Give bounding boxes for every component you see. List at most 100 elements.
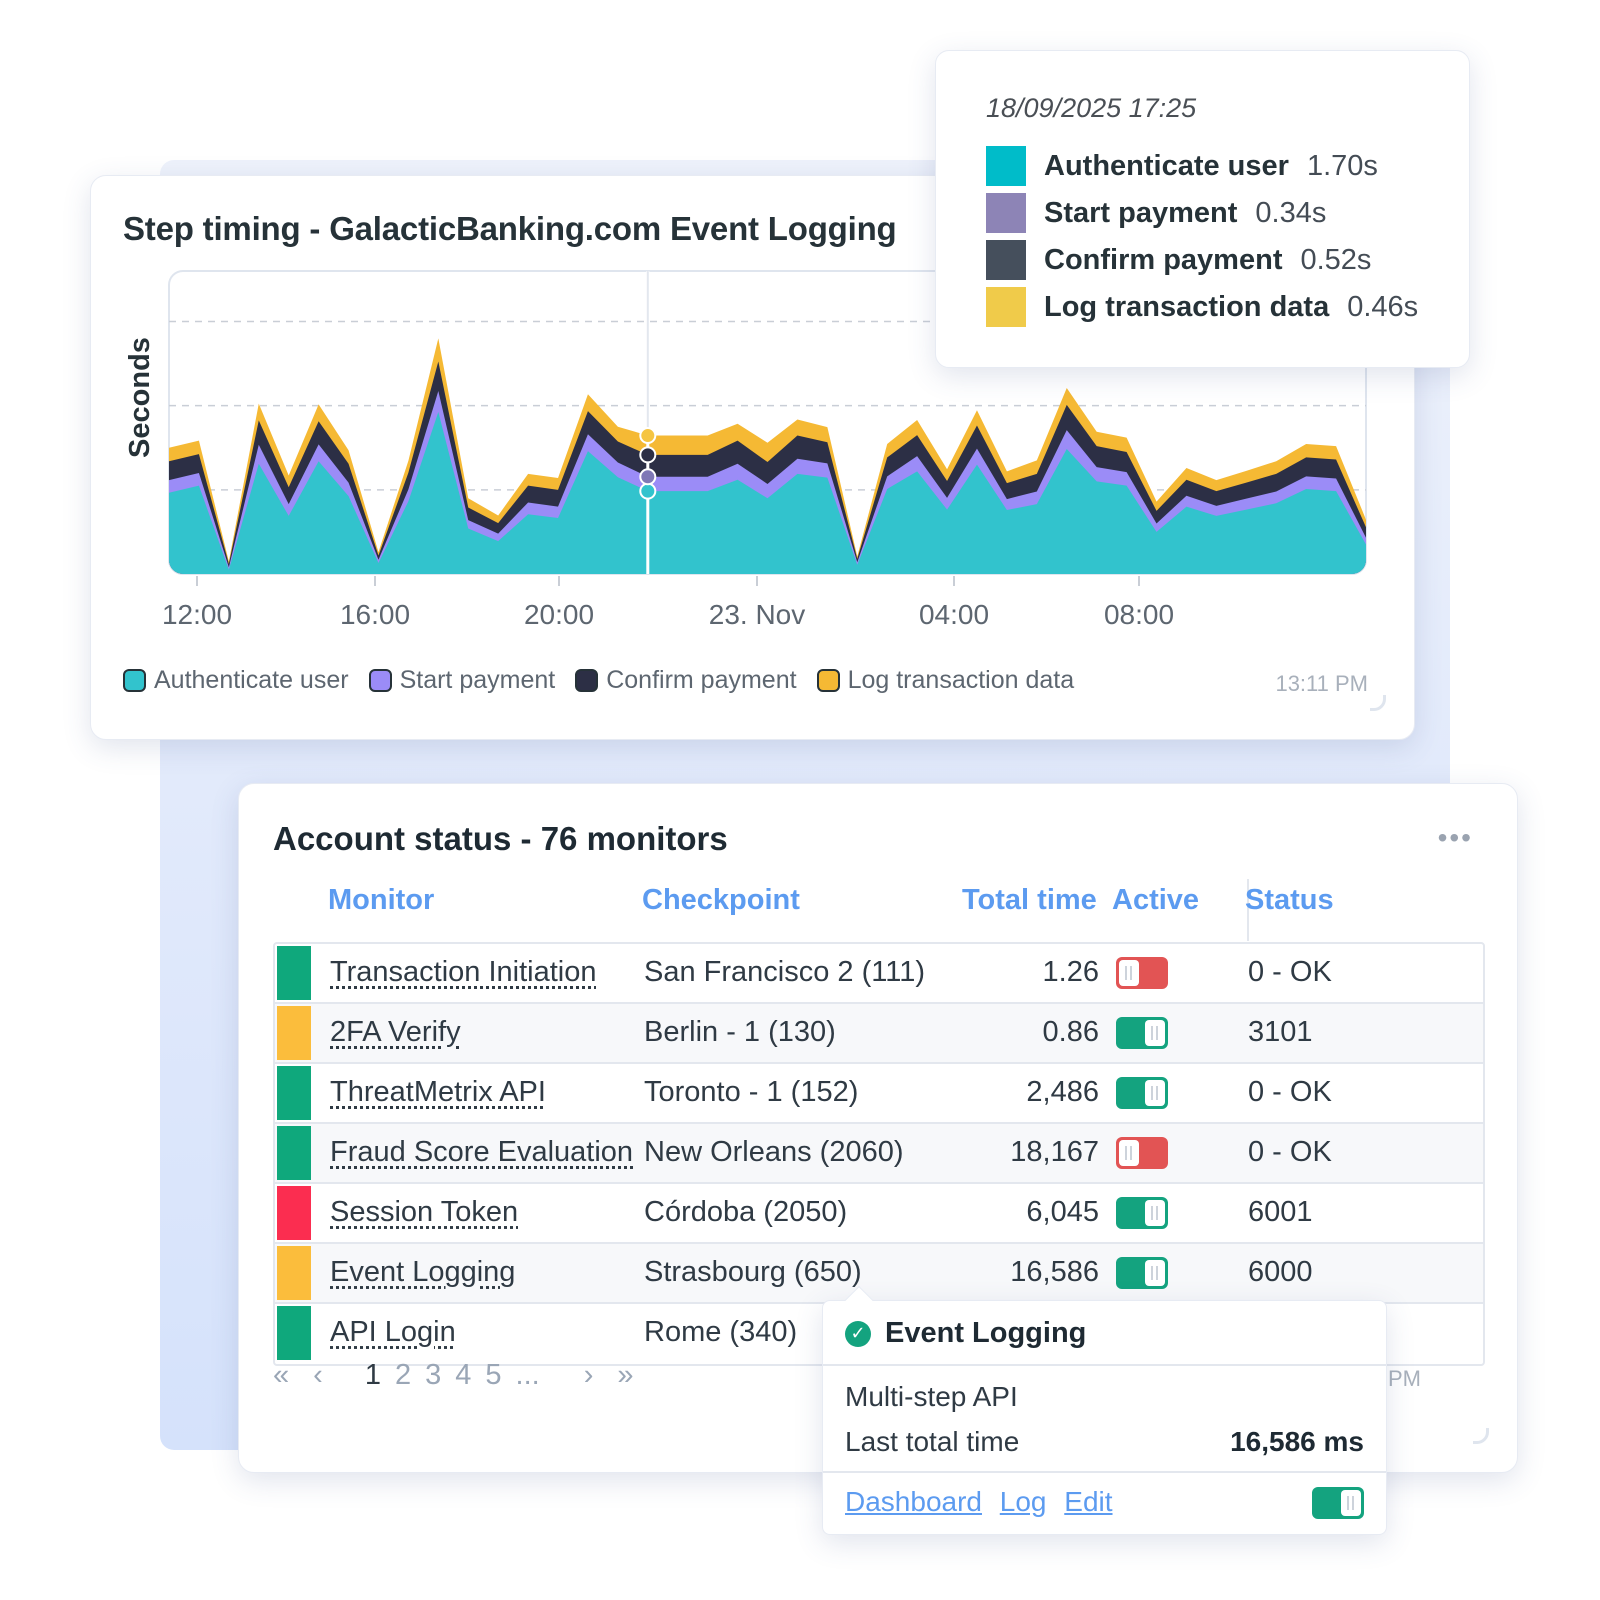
column-divider	[1247, 879, 1249, 941]
active-cell	[1116, 957, 1168, 989]
tooltip-row: Authenticate user 1.70s	[986, 146, 1378, 186]
area-series-authenticate-user	[169, 411, 1366, 574]
monitor-link[interactable]: 2FA Verify	[330, 1016, 461, 1048]
legend-item[interactable]: Start payment	[368, 666, 555, 695]
last-page-button[interactable]: »	[617, 1359, 634, 1391]
more-horizontal-icon[interactable]: •••	[1437, 822, 1473, 853]
tooltip-row: Log transaction data 0.46s	[986, 287, 1418, 327]
toggle-switch[interactable]	[1312, 1487, 1364, 1519]
page-button[interactable]: 4	[455, 1359, 472, 1391]
tooltip-series-name: Authenticate user	[1044, 149, 1289, 182]
table-row[interactable]: Transaction Initiation San Francisco 2 (1…	[275, 944, 1483, 1004]
legend-swatch	[368, 669, 392, 692]
table-row[interactable]: Fraud Score Evaluation New Orleans (2060)…	[275, 1124, 1483, 1184]
monitor-link[interactable]: Fraud Score Evaluation	[330, 1136, 634, 1168]
toggle-knob	[1341, 1490, 1361, 1516]
monitor-link[interactable]: ThreatMetrix API	[330, 1076, 546, 1108]
legend-item[interactable]: Log transaction data	[816, 666, 1075, 695]
monitor-link[interactable]: Session Token	[330, 1196, 519, 1228]
checkpoint-cell: Berlin - 1 (130)	[644, 1016, 836, 1048]
tooltip-series-value: 0.52s	[1300, 243, 1372, 276]
popover-title: Event Logging	[885, 1317, 1087, 1349]
tooltip-swatch	[986, 146, 1026, 186]
legend-swatch	[816, 669, 840, 692]
toggle-knob	[1119, 1140, 1139, 1166]
status-color-bar	[277, 1186, 311, 1240]
popover-active-toggle[interactable]	[1312, 1487, 1364, 1519]
popover-links: Dashboard Log Edit	[845, 1486, 1123, 1518]
log-link[interactable]: Log	[999, 1486, 1047, 1517]
x-tick-label: 04:00	[919, 599, 989, 630]
page-button[interactable]: 3	[425, 1359, 442, 1391]
total-time-cell: 6,045	[1026, 1196, 1099, 1228]
chart-legend: Authenticate user Start payment Confirm pa…	[123, 666, 1094, 695]
legend-label: Log transaction data	[847, 666, 1075, 694]
status-cell: 0 - OK	[1248, 956, 1332, 988]
total-time-cell: 2,486	[1026, 1076, 1099, 1108]
checkpoint-cell: Rome (340)	[644, 1316, 798, 1348]
toggle-knob	[1145, 1200, 1165, 1226]
status-color-bar	[277, 1126, 311, 1180]
total-time-cell: 0.86	[1042, 1016, 1099, 1048]
tooltip-series-name: Confirm payment	[1044, 243, 1283, 276]
monitor-popover: ✓ Event Logging Multi-step API Last tota…	[822, 1285, 1387, 1535]
legend-swatch	[575, 669, 599, 692]
column-header-total-time[interactable]: Total time	[962, 884, 1097, 916]
table-row[interactable]: Event Logging Strasbourg (650) 16,586 6000	[275, 1244, 1483, 1304]
tooltip-series-value: 0.34s	[1255, 196, 1327, 229]
monitor-link[interactable]: Event Logging	[330, 1256, 516, 1288]
active-toggle[interactable]	[1116, 957, 1168, 989]
checkpoint-cell: Toronto - 1 (152)	[644, 1076, 859, 1108]
status-color-bar	[277, 1306, 311, 1360]
crosshair-point	[639, 468, 657, 486]
table-row[interactable]: API Login Rome (340)	[275, 1304, 1483, 1364]
table-row[interactable]: Session Token Córdoba (2050) 6,045 6001	[275, 1184, 1483, 1244]
page-ellipsis: ...	[515, 1359, 540, 1391]
legend-swatch	[123, 669, 146, 692]
tooltip-row: Confirm payment 0.52s	[986, 240, 1371, 280]
tooltip-series-value: 0.46s	[1347, 290, 1419, 323]
chart-title: Step timing - GalacticBanking.com Event …	[123, 210, 897, 247]
next-page-button[interactable]: ›	[583, 1359, 594, 1391]
active-toggle[interactable]	[1116, 1137, 1168, 1169]
column-header-checkpoint[interactable]: Checkpoint	[642, 884, 800, 916]
monitor-link[interactable]: Transaction Initiation	[330, 956, 597, 988]
status-color-bar	[277, 1246, 311, 1300]
dashboard-link[interactable]: Dashboard	[845, 1486, 982, 1517]
toggle-knob	[1119, 960, 1139, 986]
edit-link[interactable]: Edit	[1064, 1486, 1113, 1517]
status-color-bar	[277, 1006, 311, 1060]
table-row[interactable]: ThreatMetrix API Toronto - 1 (152) 2,486 0 …	[275, 1064, 1483, 1124]
column-header-active[interactable]: Active	[1112, 884, 1200, 916]
tooltip-series-value: 1.70s	[1306, 149, 1378, 182]
active-toggle[interactable]	[1116, 1077, 1168, 1109]
monitor-link[interactable]: API Login	[330, 1316, 456, 1348]
legend-item[interactable]: Authenticate user	[123, 666, 349, 695]
total-time-cell: 1.26	[1042, 956, 1099, 988]
page-button-current[interactable]: 1	[364, 1359, 381, 1391]
status-color-bar	[277, 946, 311, 1000]
total-time-cell: 18,167	[1010, 1136, 1099, 1168]
prev-page-button[interactable]: ‹	[313, 1359, 323, 1391]
column-header-status[interactable]: Status	[1245, 884, 1334, 916]
legend-item[interactable]: Confirm payment	[575, 666, 797, 695]
x-tick-label: 12:00	[162, 599, 232, 630]
column-header-monitor[interactable]: Monitor	[328, 884, 435, 916]
page-button[interactable]: 2	[394, 1359, 412, 1391]
resize-icon[interactable]	[1370, 695, 1386, 711]
resize-icon[interactable]	[1473, 1428, 1489, 1444]
status-cell: 0 - OK	[1248, 1136, 1332, 1168]
status-cell: 3101	[1248, 1016, 1313, 1048]
first-page-button[interactable]: «	[273, 1359, 290, 1391]
crosshair-point	[639, 446, 657, 464]
total-time-cell: 16,586	[1010, 1256, 1099, 1288]
crosshair-point	[639, 482, 657, 500]
check-circle-icon: ✓	[845, 1320, 871, 1347]
page-button[interactable]: 5	[485, 1359, 502, 1391]
tooltip-swatch	[986, 287, 1026, 327]
active-toggle[interactable]	[1116, 1017, 1168, 1049]
active-toggle[interactable]	[1116, 1257, 1168, 1289]
active-toggle[interactable]	[1116, 1197, 1168, 1229]
checkpoint-cell: Córdoba (2050)	[644, 1196, 848, 1228]
table-row[interactable]: 2FA Verify Berlin - 1 (130) 0.86 3101	[275, 1004, 1483, 1064]
